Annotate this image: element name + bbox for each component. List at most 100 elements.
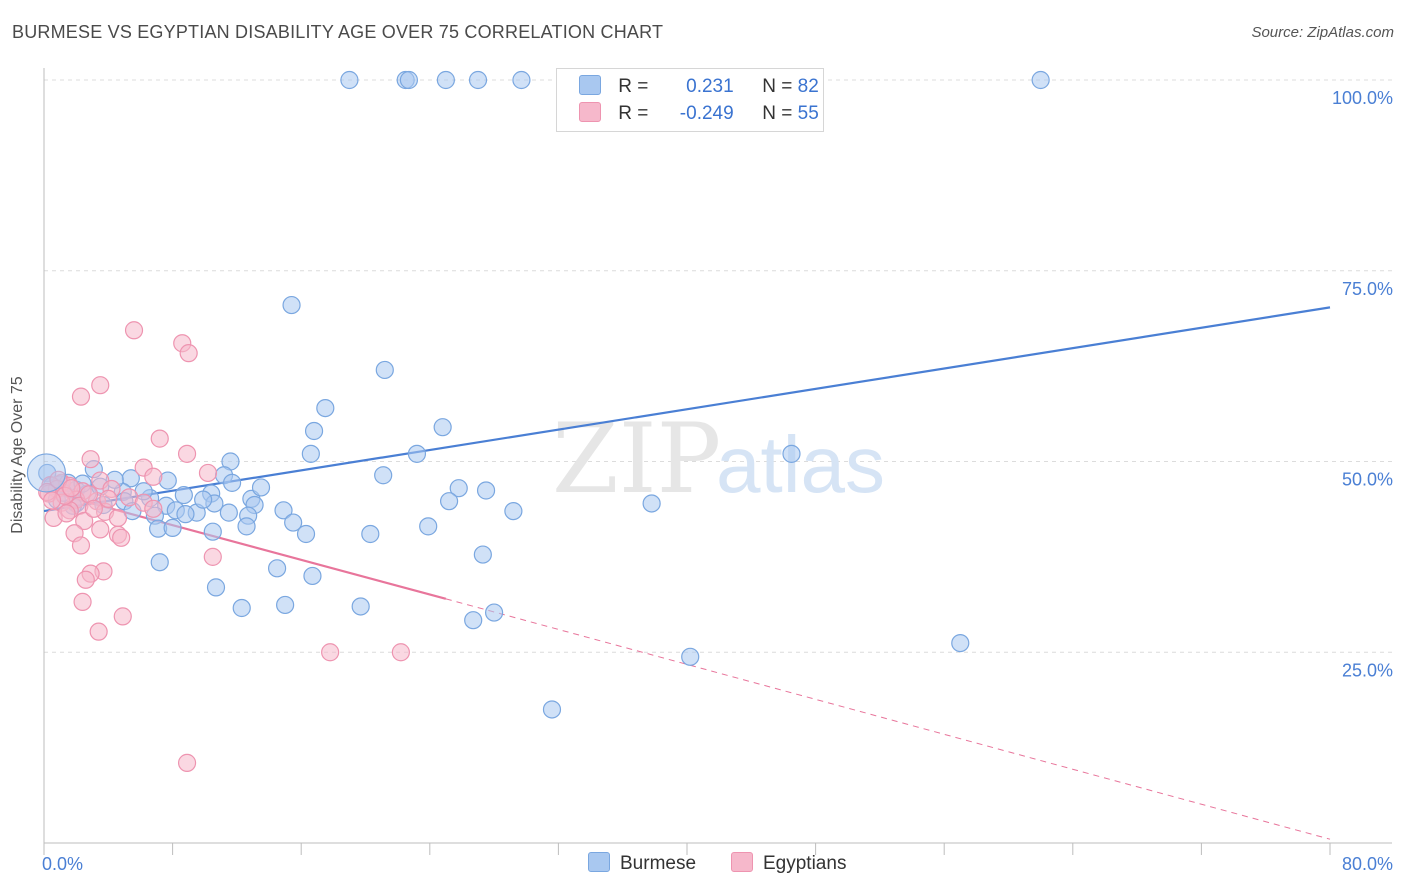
trend-lines [43,306,1331,840]
point-egyptians [150,429,169,448]
bottom-label-burmese: Burmese [620,853,697,874]
point-burmese [542,700,562,719]
point-burmese [512,70,531,90]
point-egyptians [57,504,76,523]
correlation-legend: R = 0.231 N = 82 R = -0.249 N = 55 [556,68,824,132]
legend-row-burmese: R = 0.231 N = 82 [579,75,819,99]
point-egyptians [203,547,222,566]
point-burmese [219,503,238,522]
chart-title: BURMESE VS EGYPTIAN DISABILITY AGE OVER … [12,22,664,42]
legend-n-value: 55 [797,103,819,124]
point-burmese [399,70,419,90]
point-burmese [274,501,293,520]
point-egyptians [321,643,340,662]
legend-r-value: -0.249 [679,103,734,124]
trend-line-egyptians-dashed [445,598,1331,840]
bottom-legend-egyptians: Egyptians [731,852,846,875]
point-burmese [375,360,394,380]
trend-line-burmese [43,306,1331,513]
point-burmese [419,517,438,536]
point-egyptians [391,643,410,662]
point-burmese [176,505,195,524]
point-burmese [304,421,324,441]
point-egyptians [84,499,103,518]
point-burmese [504,501,523,521]
grid-lines [44,79,1392,653]
y-tick-label: 100.0% [1332,88,1393,108]
point-burmese [174,485,193,505]
bottom-legend-burmese: Burmese [588,852,696,875]
point-burmese [464,611,483,630]
watermark-atlas: atlas [716,420,885,509]
point-egyptians [62,479,81,498]
legend-swatch-egyptians [579,102,601,122]
point-burmese [433,418,452,437]
legend-n-value: 82 [797,76,819,97]
point-burmese [782,444,801,463]
point-burmese [203,522,222,541]
point-burmese-large [26,453,67,493]
point-burmese [232,598,251,618]
legend-swatch-burmese [579,75,601,95]
point-burmese [150,553,169,572]
point-burmese [276,595,295,615]
x-tick-label: 80.0% [1342,854,1393,874]
point-burmese [351,597,370,616]
legend-r-label: R = [618,76,649,97]
point-burmese [194,490,213,509]
legend-row-egyptians: R = -0.249 N = 55 [579,102,819,126]
point-burmese [237,517,256,536]
point-burmese [301,444,320,463]
point-burmese [681,647,700,666]
point-burmese [407,444,427,463]
bottom-swatch-egyptians [731,852,753,872]
point-burmese [340,70,359,90]
point-burmese [449,479,468,498]
y-tick-label: 75.0% [1342,279,1393,299]
point-burmese [436,70,455,90]
point-burmese [642,494,661,513]
x-tick-label: 0.0% [42,854,83,874]
point-burmese [374,466,393,485]
legend-r-label: R = [618,103,649,124]
point-egyptians [73,592,92,611]
point-burmese [485,603,504,622]
point-burmese [222,473,242,492]
point-egyptians [89,622,108,641]
bottom-label-egyptians: Egyptians [763,853,847,874]
point-burmese [284,513,303,532]
bottom-swatch-burmese [588,852,610,872]
point-burmese [361,524,380,544]
point-egyptians [177,444,197,463]
point-egyptians [75,511,94,531]
point-burmese [476,481,496,500]
source-label: Source: ZipAtlas.com [1251,24,1394,41]
point-burmese [316,398,335,418]
point-egyptians [177,753,197,772]
point-burmese [163,518,182,537]
y-tick-label: 25.0% [1342,660,1393,680]
legend-n-label: N = [762,76,793,97]
axes [43,68,1392,855]
legend-n-label: N = [762,103,793,124]
watermark-zip: ZIP [552,403,721,515]
point-burmese [473,545,492,564]
point-burmese [303,566,322,586]
point-egyptians [42,491,62,510]
point-egyptians [76,570,95,589]
point-egyptians [179,344,198,363]
point-egyptians [91,520,110,539]
point-burmese [251,478,271,497]
point-egyptians [198,463,218,483]
legend-r-value: 0.231 [686,76,734,97]
y-tick-label: 50.0% [1342,470,1393,490]
point-egyptians [108,508,128,528]
point-egyptians [144,499,163,518]
point-burmese [468,70,488,90]
point-egyptians [99,489,118,508]
point-egyptians [71,536,91,555]
point-egyptians [113,607,132,626]
point-egyptians [144,467,163,486]
point-burmese [1031,70,1050,90]
